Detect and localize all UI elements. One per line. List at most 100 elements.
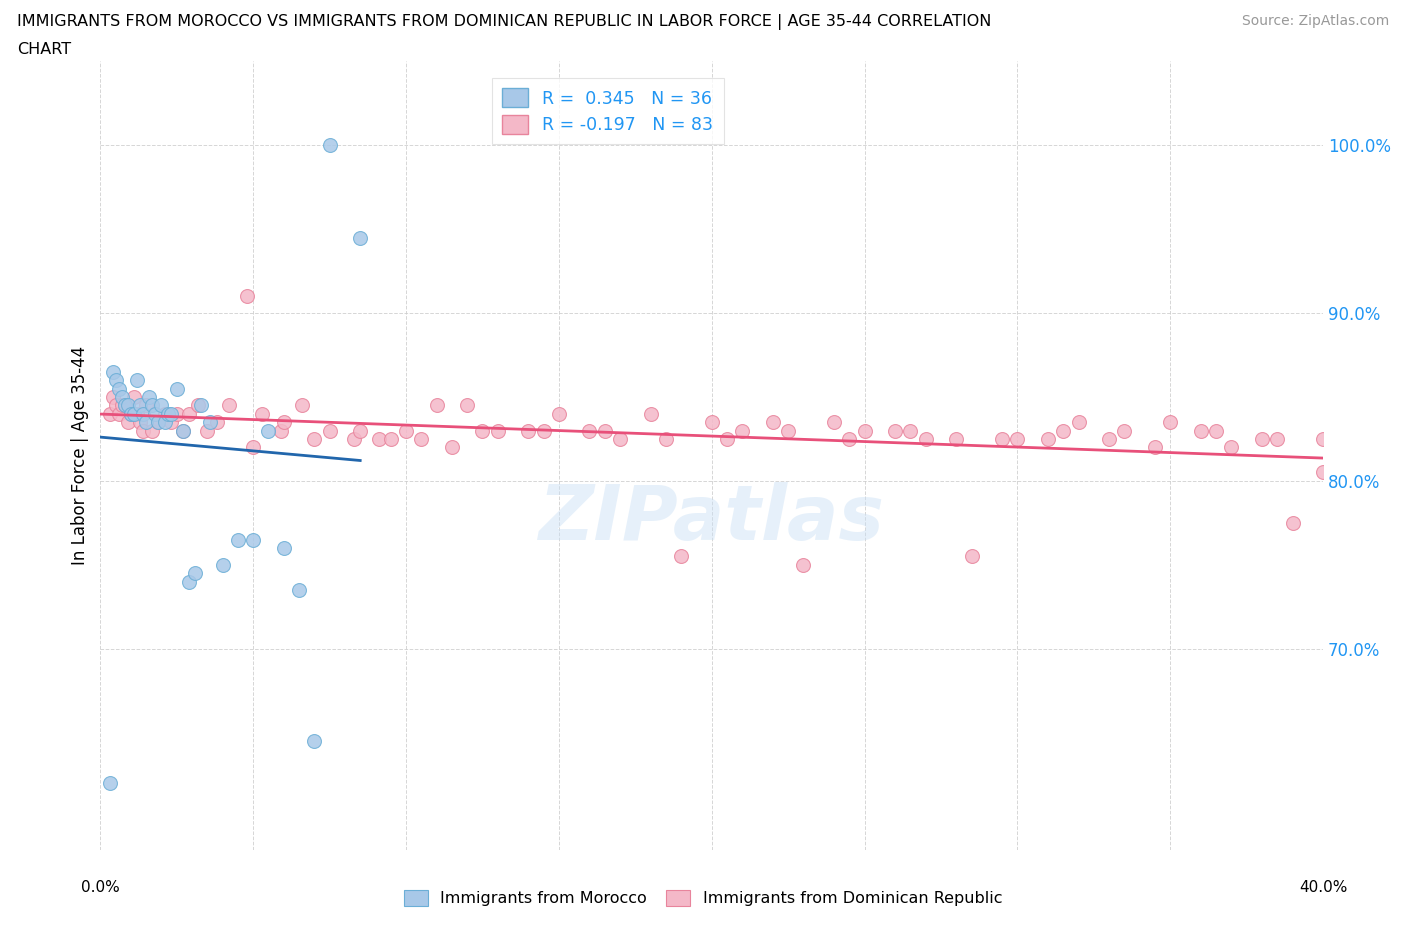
- Point: [291, 398, 314, 413]
- Text: CHART: CHART: [17, 42, 70, 57]
- Point: [120, 406, 142, 421]
- Point: [1312, 432, 1334, 446]
- Point: [960, 549, 983, 564]
- Point: [349, 231, 371, 246]
- Point: [1007, 432, 1029, 446]
- Point: [1036, 432, 1059, 446]
- Point: [1114, 423, 1136, 438]
- Point: [200, 415, 222, 430]
- Point: [114, 398, 136, 413]
- Point: [640, 406, 662, 421]
- Text: ZIPatlas: ZIPatlas: [538, 482, 884, 556]
- Point: [792, 557, 814, 572]
- Point: [148, 415, 170, 430]
- Point: [1067, 415, 1090, 430]
- Point: [343, 432, 366, 446]
- Point: [426, 398, 449, 413]
- Text: IMMIGRANTS FROM MOROCCO VS IMMIGRANTS FROM DOMINICAN REPUBLIC IN LABOR FORCE | A: IMMIGRANTS FROM MOROCCO VS IMMIGRANTS FR…: [17, 14, 991, 30]
- Point: [456, 398, 478, 413]
- Point: [349, 423, 371, 438]
- Point: [172, 423, 194, 438]
- Point: [1312, 465, 1334, 480]
- Point: [111, 390, 134, 405]
- Point: [548, 406, 571, 421]
- Point: [101, 390, 124, 405]
- Point: [273, 415, 295, 430]
- Point: [242, 532, 264, 547]
- Point: [655, 432, 678, 446]
- Point: [184, 565, 207, 580]
- Point: [716, 432, 738, 446]
- Point: [273, 540, 295, 555]
- Point: [411, 432, 433, 446]
- Point: [104, 373, 127, 388]
- Point: [153, 406, 176, 421]
- Point: [125, 373, 148, 388]
- Point: [762, 415, 785, 430]
- Point: [1205, 423, 1227, 438]
- Point: [380, 432, 402, 446]
- Point: [395, 423, 418, 438]
- Point: [1251, 432, 1274, 446]
- Point: [440, 440, 463, 455]
- Point: [138, 390, 160, 405]
- Point: [117, 415, 139, 430]
- Text: 40.0%: 40.0%: [1299, 880, 1347, 895]
- Point: [838, 432, 860, 446]
- Point: [1189, 423, 1212, 438]
- Point: [104, 398, 127, 413]
- Point: [120, 406, 142, 421]
- Point: [517, 423, 540, 438]
- Point: [1052, 423, 1074, 438]
- Legend: R =  0.345   N = 36, R = -0.197   N = 83: R = 0.345 N = 36, R = -0.197 N = 83: [492, 78, 724, 144]
- Point: [252, 406, 274, 421]
- Point: [257, 423, 280, 438]
- Point: [593, 423, 616, 438]
- Point: [156, 406, 179, 421]
- Point: [153, 415, 176, 430]
- Point: [141, 398, 163, 413]
- Legend: Immigrants from Morocco, Immigrants from Dominican Republic: Immigrants from Morocco, Immigrants from…: [396, 884, 1010, 912]
- Point: [107, 406, 129, 421]
- Point: [884, 423, 907, 438]
- Point: [700, 415, 723, 430]
- Point: [122, 390, 145, 405]
- Point: [486, 423, 509, 438]
- Point: [122, 406, 145, 421]
- Point: [177, 574, 200, 589]
- Point: [778, 423, 800, 438]
- Point: [304, 734, 326, 749]
- Point: [135, 415, 157, 430]
- Point: [129, 415, 152, 430]
- Point: [107, 381, 129, 396]
- Point: [226, 532, 249, 547]
- Point: [236, 289, 259, 304]
- Y-axis label: In Labor Force | Age 35-44: In Labor Force | Age 35-44: [72, 346, 89, 565]
- Point: [114, 398, 136, 413]
- Point: [945, 432, 967, 446]
- Point: [1281, 515, 1303, 530]
- Point: [101, 365, 124, 379]
- Point: [367, 432, 389, 446]
- Point: [172, 423, 194, 438]
- Point: [111, 398, 134, 413]
- Point: [98, 776, 121, 790]
- Point: [159, 415, 181, 430]
- Point: [318, 138, 340, 153]
- Point: [177, 406, 200, 421]
- Text: 0.0%: 0.0%: [82, 880, 120, 895]
- Point: [159, 406, 181, 421]
- Point: [304, 432, 326, 446]
- Point: [187, 398, 209, 413]
- Point: [669, 549, 692, 564]
- Point: [166, 381, 188, 396]
- Point: [135, 398, 157, 413]
- Point: [98, 406, 121, 421]
- Point: [242, 440, 264, 455]
- Point: [117, 398, 139, 413]
- Point: [132, 406, 155, 421]
- Point: [823, 415, 845, 430]
- Point: [190, 398, 212, 413]
- Text: Source: ZipAtlas.com: Source: ZipAtlas.com: [1241, 14, 1389, 28]
- Point: [195, 423, 218, 438]
